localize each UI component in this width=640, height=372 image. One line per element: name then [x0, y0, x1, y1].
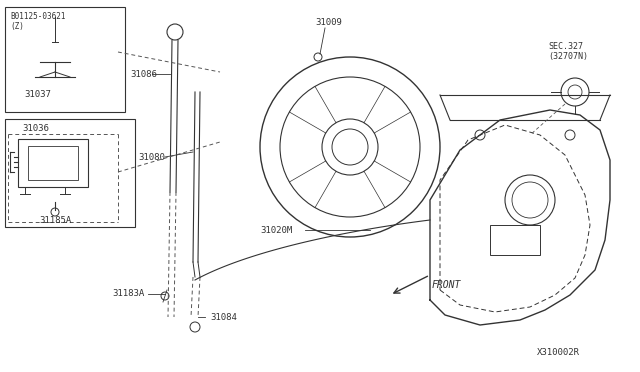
Text: FRONT: FRONT	[432, 280, 461, 290]
Text: B01125-03621
(Z): B01125-03621 (Z)	[10, 12, 65, 31]
Text: 31020M: 31020M	[260, 225, 292, 234]
Text: 31086: 31086	[130, 70, 157, 78]
Bar	[490, 225, 540, 255]
Text: 31009: 31009	[315, 17, 342, 26]
Text: 31037: 31037	[24, 90, 51, 99]
Bar	[5, 7, 125, 112]
Text: 31183A: 31183A	[112, 289, 144, 298]
Bar	[28, 146, 78, 180]
Text: 31080: 31080	[138, 153, 165, 161]
Bar	[18, 139, 88, 187]
Text: 31036: 31036	[22, 124, 49, 132]
Text: SEC.327
(32707N): SEC.327 (32707N)	[548, 42, 588, 61]
Text: 31185A: 31185A	[39, 215, 71, 224]
Bar	[5, 119, 135, 227]
Text: X310002R: X310002R	[537, 348, 580, 357]
Text: 31084: 31084	[210, 312, 237, 321]
